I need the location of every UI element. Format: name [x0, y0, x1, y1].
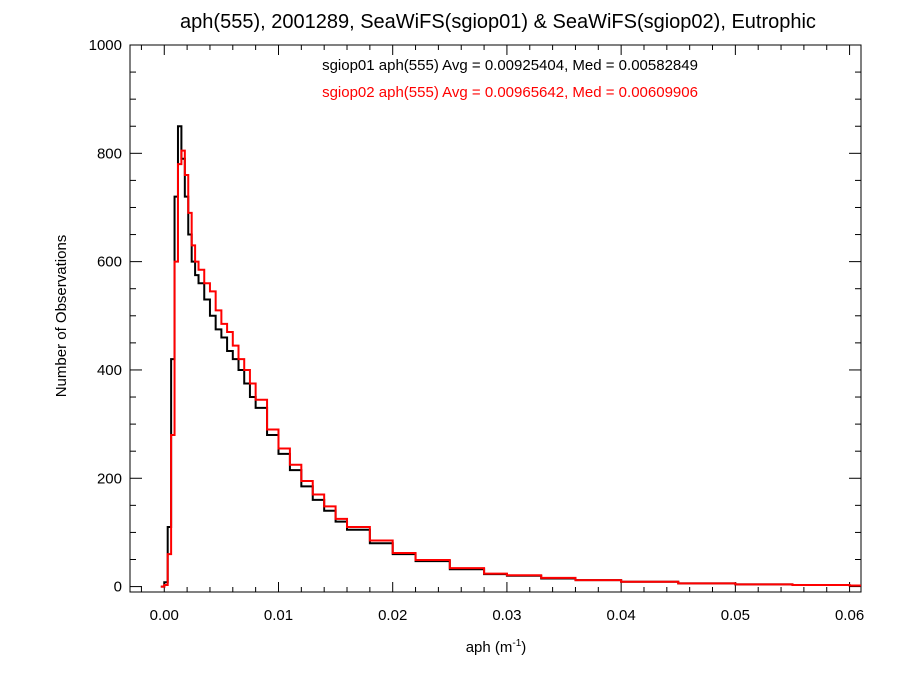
chart-title: aph(555), 2001289, SeaWiFS(sgiop01) & Se… [180, 11, 816, 33]
x-axis: 0.00 0.01 0.02 0.03 0.04 0.05 0.06 [140, 45, 864, 624]
x-tick-label: 0.06 [835, 607, 864, 624]
annotation-sgiop01: sgiop01 aph(555) Avg = 0.00925404, Med =… [322, 57, 698, 74]
annotation-sgiop02: sgiop02 aph(555) Avg = 0.00965642, Med =… [322, 84, 698, 101]
x-axis-label-main: aph (m [466, 639, 513, 656]
series-line-sgiop01 [160, 125, 861, 588]
x-tick-label: 0.00 [150, 607, 179, 624]
series-group [160, 125, 861, 588]
x-tick-label: 0.02 [378, 607, 407, 624]
plot-frame [129, 44, 862, 593]
series-line-sgiop02 [160, 149, 861, 588]
y-tick-label: 600 [97, 254, 122, 271]
x-axis-label: aph (m-1) [466, 638, 527, 656]
x-tick-label: 0.01 [264, 607, 293, 624]
y-tick-label: 1000 [89, 37, 122, 54]
x-axis-label-sup: -1 [512, 638, 521, 649]
x-tick-label: 0.03 [492, 607, 521, 624]
y-tick-label: 400 [97, 362, 122, 379]
y-axis: 0 200 400 600 800 1000 [89, 37, 861, 596]
x-tick-label: 0.05 [721, 607, 750, 624]
y-tick-label: 200 [97, 470, 122, 487]
y-tick-label: 0 [114, 579, 122, 596]
x-tick-label: 0.04 [607, 607, 636, 624]
y-tick-label: 800 [97, 145, 122, 162]
x-axis-label-tail: ) [521, 639, 526, 656]
y-axis-label: Number of Observations [53, 235, 70, 398]
